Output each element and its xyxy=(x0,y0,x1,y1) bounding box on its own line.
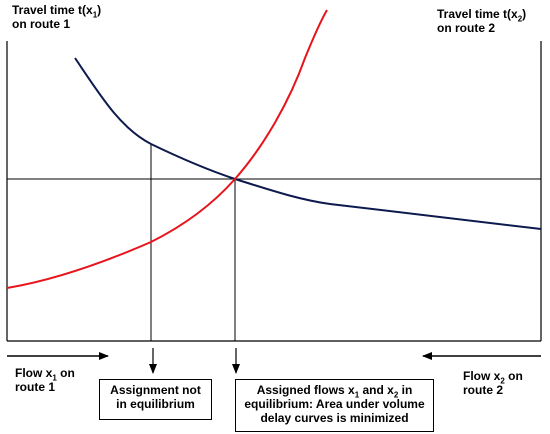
left-axis-title-subscript: 1 xyxy=(92,10,98,20)
right-axis-title-subscript: 2 xyxy=(517,14,523,24)
flow-route-1-suffix: on xyxy=(56,366,75,380)
equilibrium-box-subscript-1: 1 xyxy=(354,390,360,400)
flow-route-2-label: Flow x2 on route 2 xyxy=(463,369,523,397)
left-axis-title-line2: on route 1 xyxy=(12,17,71,31)
flow-route-1-prefix: Flow x xyxy=(15,366,53,380)
equilibrium-box-line2: equilibrium: Area under volume xyxy=(244,397,425,411)
right-axis-title: Travel time t(x2) on route 2 xyxy=(437,7,526,35)
left-axis-title-suffix: ) xyxy=(97,3,102,17)
left-axis-title: Travel time t(x1) on route 1 xyxy=(12,3,101,31)
flow-route-1-label: Flow x1 on route 1 xyxy=(15,366,75,394)
equilibrium-box: Assigned flows x1 and x2 in equilibrium:… xyxy=(235,379,434,432)
route-2-delay-curve xyxy=(74,57,542,230)
flow-route-1-subscript: 1 xyxy=(52,373,57,383)
equilibrium-box-line3: delay curves is minimized xyxy=(260,411,409,425)
right-axis-title-prefix: Travel time t(x xyxy=(437,7,518,21)
equilibrium-box-line1-b: and x xyxy=(359,383,394,397)
flow-route-2-subscript: 2 xyxy=(500,376,505,386)
equilibrium-box-line1-a: Assigned flows x xyxy=(256,383,355,397)
non-equilibrium-box: Assignment not in equilibrium xyxy=(99,379,212,420)
left-axis-title-prefix: Travel time t(x xyxy=(12,3,93,17)
non-equilibrium-box-line1: Assignment not xyxy=(110,383,201,397)
right-axis-title-suffix: ) xyxy=(522,7,527,21)
flow-route-2-suffix: on xyxy=(504,369,523,383)
flow-route-2-prefix: Flow x xyxy=(463,369,501,383)
right-axis-title-line2: on route 2 xyxy=(437,21,496,35)
equilibrium-box-subscript-2: 2 xyxy=(393,390,399,400)
equilibrium-box-line1-c: in xyxy=(398,383,413,397)
flow-route-2-line2: route 2 xyxy=(463,383,504,397)
non-equilibrium-box-line2: in equilibrium xyxy=(116,397,195,411)
flow-route-1-line2: route 1 xyxy=(15,380,56,394)
route-1-delay-curve xyxy=(6,9,328,289)
